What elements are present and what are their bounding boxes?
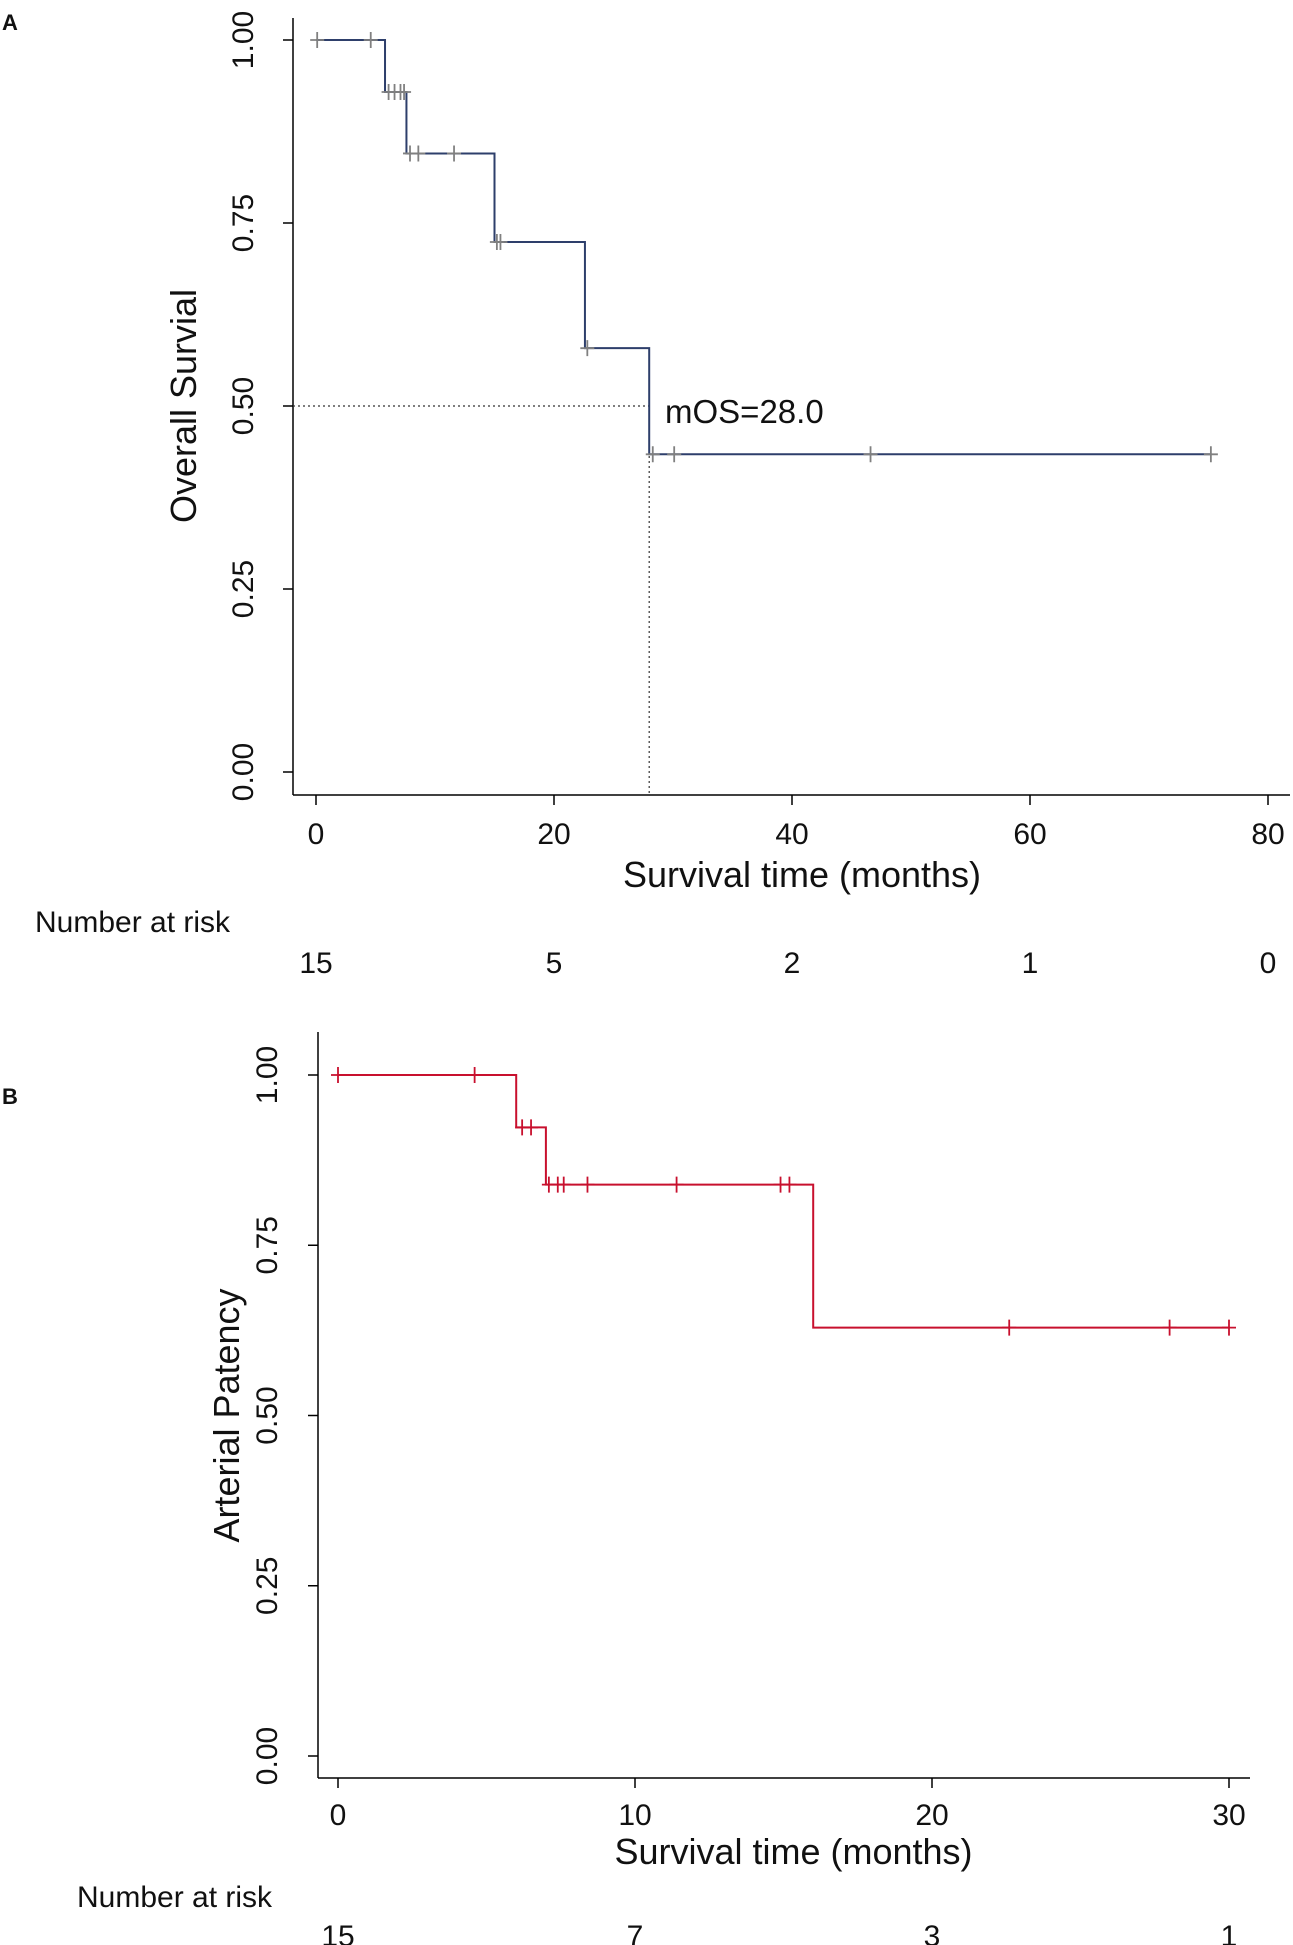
panel-a-censor-mark bbox=[645, 446, 660, 463]
panel-b-x-tick-label: 0 bbox=[330, 1799, 347, 1832]
panel-b-risk-value: 15 bbox=[321, 1920, 354, 1945]
panel-b-x-tick-label: 20 bbox=[915, 1799, 948, 1832]
panel-a-risk-value: 5 bbox=[546, 947, 563, 980]
panel-a-y-tick-label: 0.25 bbox=[227, 560, 260, 618]
panel-a-risk-value: 2 bbox=[784, 947, 801, 980]
panel-b-censor-mark bbox=[669, 1176, 684, 1193]
panel-a-censor-mark bbox=[493, 234, 508, 251]
panel-a-x-tick-label: 0 bbox=[308, 818, 325, 851]
panel-a-censor-mark bbox=[447, 145, 462, 162]
panel-a-censor-mark bbox=[397, 83, 412, 100]
panel-b-censor-mark bbox=[1222, 1319, 1236, 1336]
panel-a-censor-mark bbox=[1203, 446, 1218, 463]
panel-b-risk-title: Number at risk bbox=[77, 1881, 273, 1914]
panel-a-censor-mark bbox=[667, 446, 682, 463]
panel-b-y-tick-label: 1.00 bbox=[251, 1046, 284, 1104]
panel-b-survival-curve bbox=[338, 1074, 1229, 1329]
panel-b-y-tick-label: 0.50 bbox=[251, 1386, 284, 1444]
panel-a-risk-value: 1 bbox=[1022, 947, 1039, 980]
panel-b-x-tick-label: 10 bbox=[618, 1799, 651, 1832]
panel-b-risk-value: 3 bbox=[924, 1920, 941, 1945]
panel-b-y-tick-label: 0.00 bbox=[251, 1727, 284, 1785]
panel-a-censor-mark bbox=[363, 32, 378, 48]
panel-a-y-tick-label: 1.00 bbox=[227, 11, 260, 69]
panel-a-x-tick-label: 60 bbox=[1013, 818, 1046, 851]
panel-a-x-axis-title: Survival time (months) bbox=[623, 854, 981, 895]
panel-b-y-axis-title: Arterial Patency bbox=[206, 1288, 247, 1542]
panel-b-censor-mark bbox=[1162, 1319, 1177, 1336]
panel-a-censor-mark bbox=[411, 145, 426, 162]
panel-b-censor-mark bbox=[524, 1119, 539, 1136]
panel-b-censor-mark bbox=[556, 1176, 571, 1193]
panel-b-censor-mark bbox=[467, 1067, 482, 1083]
panel-a-median-annotation: mOS=28.0 bbox=[665, 393, 824, 430]
panel-a-risk-value: 0 bbox=[1260, 947, 1277, 980]
panel-a-censor-mark bbox=[863, 446, 878, 463]
panel-b-censor-mark bbox=[331, 1067, 345, 1083]
panel-a-x-tick-label: 20 bbox=[537, 818, 570, 851]
panel-a-x-tick-label: 40 bbox=[775, 818, 808, 851]
panel-b-y-tick-label: 0.25 bbox=[251, 1557, 284, 1615]
panel-a-label: A bbox=[2, 10, 18, 35]
panel-a-y-tick-label: 0.50 bbox=[227, 377, 260, 435]
panel-a-survival-curve bbox=[316, 39, 1211, 456]
panel-a-censor-mark bbox=[310, 32, 325, 48]
panel-a-x-tick-label: 80 bbox=[1251, 818, 1284, 851]
panel-b-risk-value: 7 bbox=[627, 1920, 644, 1945]
panel-b-label: B bbox=[2, 1084, 18, 1109]
panel-a-y-axis-title: Overall Survial bbox=[163, 289, 204, 523]
panel-b-x-axis-title: Survival time (months) bbox=[614, 1831, 972, 1872]
panel-b-x-tick-label: 30 bbox=[1212, 1799, 1245, 1832]
panel-b-y-tick-label: 0.75 bbox=[251, 1216, 284, 1274]
panel-a-y-tick-label: 0.75 bbox=[227, 194, 260, 252]
panel-a-risk-value: 15 bbox=[299, 947, 332, 980]
panel-a-censor-mark bbox=[580, 340, 595, 357]
panel-b-censor-mark bbox=[782, 1176, 797, 1193]
panel-b-censor-mark bbox=[1002, 1319, 1017, 1336]
panel-a-y-tick-label: 0.00 bbox=[227, 743, 260, 801]
panel-a-risk-title: Number at risk bbox=[35, 906, 231, 939]
panel-b-censor-mark bbox=[580, 1176, 595, 1193]
panel-b-risk-value: 1 bbox=[1221, 1920, 1238, 1945]
